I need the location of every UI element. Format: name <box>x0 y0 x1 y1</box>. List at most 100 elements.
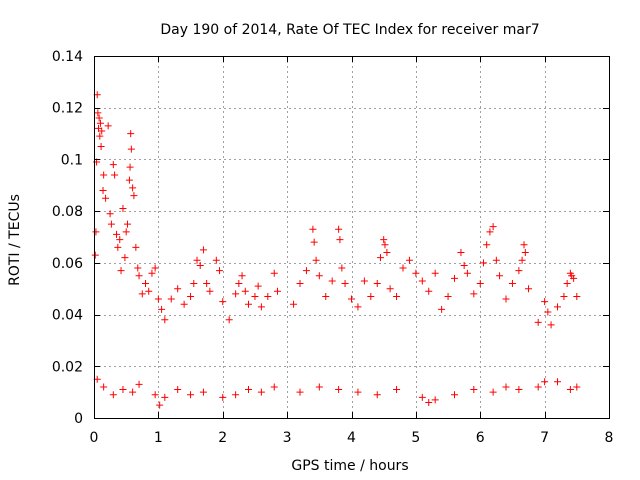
data-point <box>544 308 552 316</box>
data-point <box>161 393 169 401</box>
data-point <box>119 205 127 213</box>
data-point <box>134 264 142 272</box>
x-tick-label: 7 <box>540 430 549 446</box>
data-point <box>515 267 523 275</box>
data-point <box>174 386 182 394</box>
data-point <box>502 383 510 391</box>
data-point <box>126 163 134 171</box>
data-point <box>425 398 433 406</box>
data-point <box>145 287 153 295</box>
data-point <box>315 383 323 391</box>
data-point <box>114 243 122 251</box>
data-point <box>216 267 224 275</box>
data-point <box>521 249 529 257</box>
data-point <box>348 295 355 303</box>
data-point <box>518 256 526 264</box>
data-point <box>129 184 137 192</box>
y-tick-label: 0.08 <box>52 204 83 220</box>
data-point <box>380 236 388 244</box>
axis-ticks <box>94 56 610 419</box>
data-point <box>232 391 240 399</box>
data-point <box>328 277 336 285</box>
data-point <box>393 386 401 394</box>
data-point <box>270 269 278 277</box>
data-point <box>116 236 124 244</box>
data-point <box>570 274 578 282</box>
x-tick-label: 6 <box>476 430 485 446</box>
data-point <box>492 256 500 264</box>
data-point <box>245 300 252 308</box>
x-tick-label: 4 <box>347 430 356 446</box>
data-point <box>486 228 494 236</box>
tick-labels: 0 1 2 3 4 5 6 7 8 0 0.02 0.04 0.06 0.08 0.1 0.12 0.14 <box>52 49 614 446</box>
data-point <box>431 269 439 277</box>
data-point <box>100 171 108 179</box>
data-point <box>290 300 298 308</box>
data-point <box>95 114 103 122</box>
data-point <box>129 388 137 396</box>
data-point <box>373 280 381 288</box>
data-point <box>335 225 343 233</box>
data-point <box>92 228 100 236</box>
data-point <box>107 220 115 228</box>
y-tick-label: 0.12 <box>52 101 83 117</box>
data-point <box>525 285 533 293</box>
data-point <box>121 254 129 262</box>
data-point <box>451 274 458 282</box>
data-point <box>151 391 159 399</box>
data-point <box>315 272 323 280</box>
grid <box>94 56 609 418</box>
data-point <box>335 386 343 394</box>
data-point <box>367 292 375 300</box>
data-point <box>109 161 117 169</box>
data-point <box>560 292 568 300</box>
data-point <box>125 176 133 184</box>
data-point <box>199 246 207 254</box>
data-point <box>573 292 581 300</box>
data-point <box>206 287 214 295</box>
x-tick-label: 1 <box>154 430 163 446</box>
data-point <box>270 383 278 391</box>
data-point <box>167 295 175 303</box>
data-point <box>322 292 330 300</box>
data-point <box>225 316 233 324</box>
y-tick-label: 0.14 <box>52 49 83 65</box>
data-point <box>94 109 102 117</box>
data-point <box>393 292 401 300</box>
data-point <box>113 230 121 238</box>
data-point <box>138 290 146 298</box>
data-point <box>534 318 542 326</box>
data-point <box>554 378 561 386</box>
data-point <box>508 280 516 288</box>
data-point <box>476 280 484 288</box>
data-point <box>470 290 478 298</box>
data-point <box>418 277 426 285</box>
data-point <box>381 241 389 249</box>
data-point <box>97 143 105 150</box>
data-point <box>235 280 243 288</box>
data-point <box>142 280 149 288</box>
data-point <box>100 383 108 391</box>
data-point <box>489 223 497 231</box>
data-point <box>109 391 117 399</box>
data-point <box>180 300 188 308</box>
data-point <box>425 287 433 295</box>
data-point <box>360 277 368 285</box>
data-point <box>127 145 135 153</box>
data-point <box>190 280 198 288</box>
data-point <box>96 132 104 140</box>
data-point <box>444 292 452 300</box>
data-point <box>312 256 320 264</box>
data-point <box>154 295 162 303</box>
data-point <box>219 393 227 401</box>
data-point <box>187 292 195 300</box>
data-point <box>187 391 195 399</box>
data-point <box>135 380 143 388</box>
data-point <box>251 292 259 300</box>
data-point <box>96 119 104 127</box>
y-axis-label: ROTI / TECUs <box>7 194 23 286</box>
data-point <box>302 267 310 275</box>
x-tick-label: 2 <box>218 430 227 446</box>
data-point <box>130 192 138 200</box>
data-point <box>463 269 471 277</box>
